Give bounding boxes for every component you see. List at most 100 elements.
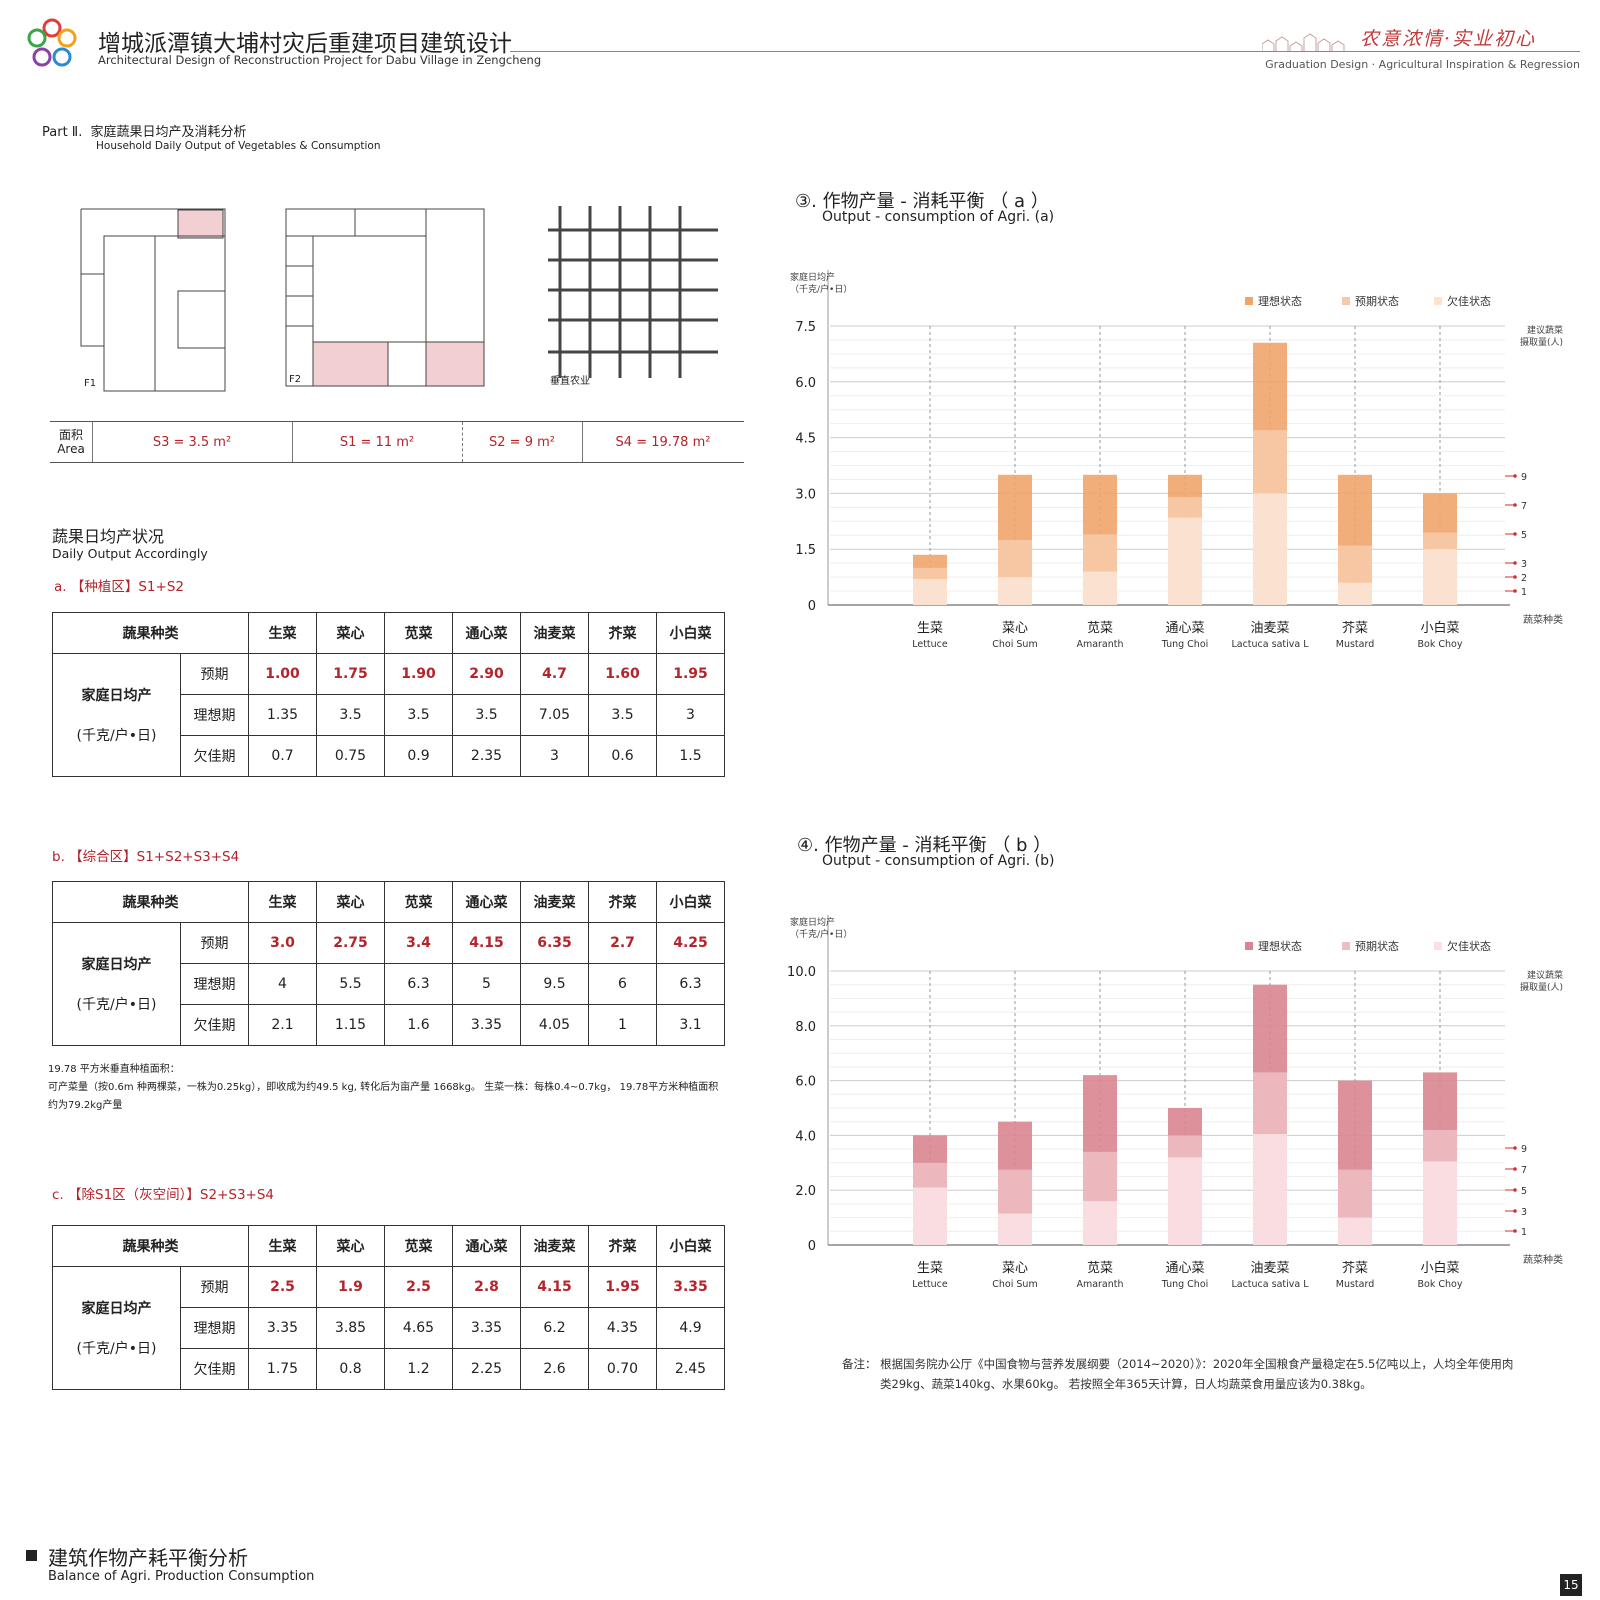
value-cell: 3.35 — [248, 1307, 317, 1349]
value-cell: 2.75 — [316, 922, 385, 964]
area-row: 面积 Area S3 = 3.5 m² S1 = 11 m² S2 = 9 m²… — [50, 421, 744, 463]
row-group-unit: (千克/户•日) — [76, 728, 157, 744]
value-cell: 1.15 — [316, 1004, 385, 1046]
x-tick-label-en: Amaranth — [1076, 1279, 1123, 1290]
y-tick-label: 7.5 — [795, 320, 816, 335]
value-cell: 1.2 — [384, 1348, 453, 1390]
crop-header-cell: 通心菜 — [452, 881, 521, 923]
daily-output-subtitle: Daily Output Accordingly — [52, 546, 208, 561]
value-cell: 3.85 — [316, 1307, 385, 1349]
right-tick-dot — [1513, 532, 1517, 536]
table-header-cell: 蔬果种类 — [52, 1225, 249, 1267]
bar-欠佳状态 — [1253, 1134, 1287, 1245]
value-cell: 2.6 — [520, 1348, 589, 1390]
value-cell: 0.7 — [248, 735, 317, 777]
value-cell: 3.1 — [656, 1004, 725, 1046]
vertical-area-note: 19.78 平方米垂直种植面积： 可产菜量（按0.6m 种两棵菜，一株为0.25… — [48, 1061, 748, 1115]
value-cell: 1.95 — [588, 1266, 657, 1308]
row-group-unit: (千克/户•日) — [76, 997, 157, 1013]
chart-b-title: ④. 作物产量 - 消耗平衡 （ b ） — [797, 835, 1052, 856]
crop-header-cell: 菜心 — [316, 1225, 385, 1267]
value-cell: 1.9 — [316, 1266, 385, 1308]
legend-swatch — [1245, 297, 1253, 305]
chart-footnote: 备注： 根据国务院办公厅《中国食物与营养发展纲要（2014~2020）》：202… — [842, 1354, 1542, 1394]
area-label-en: Area — [57, 442, 85, 456]
area-s3: S3 = 3.5 m² — [152, 434, 232, 450]
row-name-cell: 预期 — [180, 653, 249, 695]
table-row: 理想期 3.35 3.85 4.65 3.35 6.2 4.35 4.9 — [53, 1307, 725, 1349]
y-tick-label: 6.0 — [795, 376, 816, 391]
row-group-label: 家庭日均产 (千克/户•日) — [52, 922, 181, 1046]
table-row: 家庭日均产 (千克/户•日) 预期 1.00 1.75 1.90 2.90 4.7 1.60 1.… — [52, 653, 725, 777]
data-table: 蔬果种类 生菜 菜心 苋菜 通心菜 油麦菜 芥菜 小白菜 家庭日均产 (千克/户•日) 预期 3.0 2… — [52, 881, 725, 1046]
data-table: 蔬果种类 生菜 菜心 苋菜 通心菜 油麦菜 芥菜 小白菜 家庭日均产 (千克/户•日) 预期 1.00… — [52, 612, 725, 777]
x-tick-label: 通心菜 — [1165, 1261, 1204, 1276]
y-tick-label: 4.5 — [795, 432, 816, 447]
value-cell: 7.05 — [520, 694, 589, 736]
value-cell: 2.90 — [452, 653, 521, 695]
value-cell: 2.5 — [248, 1266, 317, 1308]
table-header-cell: 蔬果种类 — [52, 612, 249, 654]
value-cell: 3.0 — [248, 922, 317, 964]
right-tick-label: 1 — [1521, 587, 1527, 598]
y-tick-label: 2.0 — [795, 1184, 816, 1199]
x-tick-label: 菜心 — [1002, 1261, 1028, 1276]
plan-label-f2: F2 — [289, 374, 302, 385]
right-tick-dot — [1513, 1229, 1517, 1233]
crop-header-cell: 苋菜 — [384, 1225, 453, 1267]
bar-欠佳状态 — [1168, 1157, 1202, 1245]
x-tick-label-en: Lettuce — [912, 1279, 948, 1290]
graduation-subtitle: Graduation Design · Agricultural Inspira… — [1265, 58, 1580, 71]
legend-label: 欠佳状态 — [1447, 939, 1491, 953]
crop-header-cell: 小白菜 — [656, 881, 725, 923]
x-tick-label-en: Mustard — [1336, 1279, 1374, 1290]
right-tick-dot — [1513, 1146, 1517, 1150]
x-tick-label: 芥菜 — [1342, 621, 1368, 636]
right-tick-label: 3 — [1521, 1207, 1527, 1218]
x-tick-label: 油麦菜 — [1250, 1261, 1289, 1276]
value-cell: 3.35 — [452, 1004, 521, 1046]
x-tick-label: 生菜 — [917, 621, 943, 636]
value-cell: 4.65 — [384, 1307, 453, 1349]
bar-欠佳状态 — [1338, 582, 1372, 605]
row-name-cell: 理想期 — [180, 963, 249, 1005]
chart-a-title: ③. 作物产量 - 消耗平衡 （ a ） — [795, 191, 1049, 212]
value-cell: 0.8 — [316, 1348, 385, 1390]
right-tick-label: 9 — [1521, 472, 1527, 483]
legend-swatch — [1434, 297, 1442, 305]
chart-a-subtitle: Output - consumption of Agri. (a) — [822, 209, 1055, 225]
value-cell: 1.60 — [588, 653, 657, 695]
crop-header-cell: 苋菜 — [384, 612, 453, 654]
bar-欠佳状态 — [1083, 571, 1117, 605]
y-tick-label: 0 — [808, 599, 816, 614]
bar-欠佳状态 — [1168, 517, 1202, 605]
value-cell: 3 — [656, 694, 725, 736]
value-cell: 4.15 — [452, 922, 521, 964]
legend-swatch — [1342, 942, 1350, 950]
crop-header-cell: 小白菜 — [656, 612, 725, 654]
x-tick-label-en: Tung Choi — [1161, 1279, 1209, 1290]
y-axis-label: 家庭日均产 — [790, 271, 835, 283]
crop-header-cell: 芥菜 — [588, 612, 657, 654]
x-tick-label: 苋菜 — [1087, 1261, 1113, 1276]
part-title: 家庭蔬果日均产及消耗分析 — [90, 125, 247, 140]
right-axis-label: 摄取量(人) — [1520, 336, 1563, 348]
value-cell: 6.3 — [384, 963, 453, 1005]
x-tick-label-en: Lettuce — [912, 639, 948, 650]
footnote-line: 备注： 根据国务院办公厅《中国食物与营养发展纲要（2014~2020）》：202… — [842, 1357, 1514, 1371]
value-cell: 0.6 — [588, 735, 657, 777]
value-cell: 2.1 — [248, 1004, 317, 1046]
project-subtitle: Architectural Design of Reconstruction P… — [98, 53, 542, 67]
value-cell: 0.70 — [588, 1348, 657, 1390]
right-tick-dot — [1513, 575, 1517, 579]
x-tick-label: 通心菜 — [1165, 621, 1204, 636]
x-tick-label: 油麦菜 — [1250, 621, 1289, 636]
value-cell: 1.5 — [656, 735, 725, 777]
bar-欠佳状态 — [1338, 1217, 1372, 1245]
legend-label: 理想状态 — [1258, 294, 1302, 308]
crop-header-cell: 通心菜 — [452, 1225, 521, 1267]
crop-header-cell: 芥菜 — [588, 1225, 657, 1267]
area-s2: S2 = 9 m² — [489, 434, 555, 450]
area-s4: S4 = 19.78 m² — [615, 434, 711, 450]
row-name-cell: 理想期 — [180, 694, 249, 736]
